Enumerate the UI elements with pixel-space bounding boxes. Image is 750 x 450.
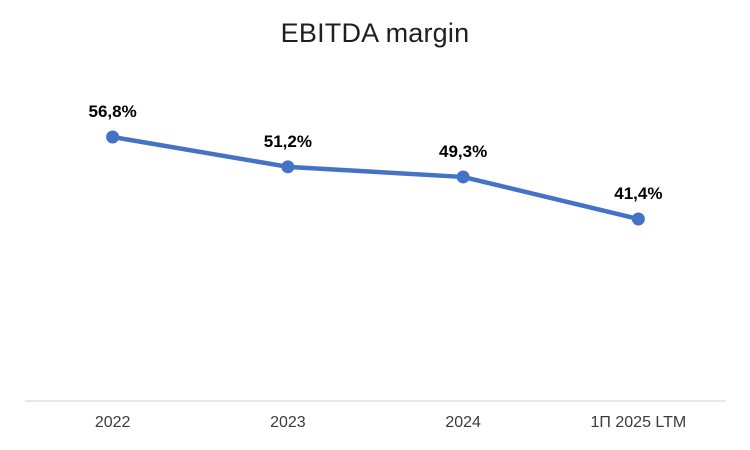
x-axis-label-2022: 2022 <box>94 414 131 431</box>
data-point-marker-2022 <box>106 130 120 144</box>
data-point-marker-2024 <box>456 170 470 184</box>
x-axis-label-2024: 2024 <box>445 414 481 431</box>
series-line <box>110 134 641 222</box>
data-label-2023: 51,2% <box>263 131 312 151</box>
data-label-1p2025ltm: 41,4% <box>614 184 663 203</box>
data-point-marker-2023 <box>281 160 295 174</box>
data-point-marker-1p2025ltm <box>631 212 645 226</box>
x-axis-label-2023: 2023 <box>270 414 306 431</box>
chart-title: EBITDA margin <box>280 18 470 48</box>
x-axis-label-1p2025ltm: 1П 2025 LTM <box>590 414 687 431</box>
data-label-2022: 56,8% <box>88 102 137 121</box>
data-label-2024: 49,3% <box>439 141 488 161</box>
